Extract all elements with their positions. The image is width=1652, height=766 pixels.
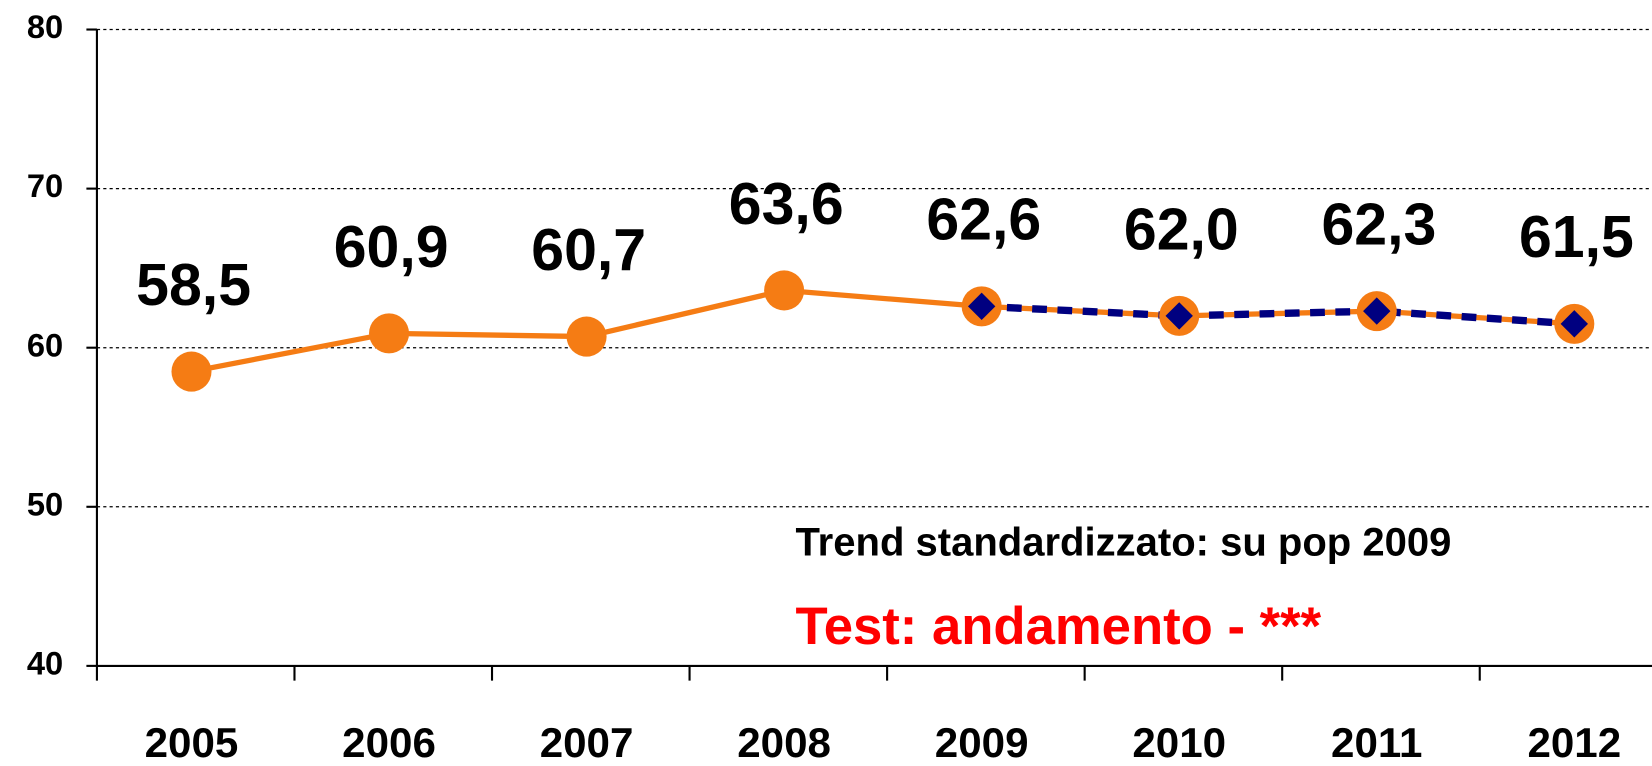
y-tick-label: 60 bbox=[27, 326, 63, 363]
x-tick-label: 2005 bbox=[145, 719, 239, 766]
point bbox=[764, 270, 805, 311]
x-tick-label: 2012 bbox=[1527, 719, 1621, 766]
annotation: Trend standardizzato: su pop 2009 bbox=[795, 520, 1451, 564]
data-label: 62,6 bbox=[926, 187, 1041, 253]
x-tick-label: 2009 bbox=[935, 719, 1029, 766]
annotation: Test: andamento - *** bbox=[795, 597, 1321, 656]
series-line bbox=[981, 302, 1575, 328]
y-tick-label: 80 bbox=[27, 8, 63, 45]
data-label: 63,6 bbox=[729, 171, 844, 237]
data-label: 60,9 bbox=[334, 214, 449, 280]
y-tick-label: 70 bbox=[27, 167, 63, 204]
data-label: 60,7 bbox=[531, 217, 646, 283]
data-label: 61,5 bbox=[1519, 204, 1634, 270]
x-tick-label: 2011 bbox=[1331, 719, 1422, 766]
y-tick-label: 40 bbox=[27, 645, 63, 682]
point bbox=[1560, 310, 1588, 338]
x-tick-label: 2006 bbox=[342, 719, 436, 766]
point bbox=[566, 316, 607, 357]
point bbox=[369, 313, 410, 354]
y-tick-label: 50 bbox=[27, 485, 63, 522]
data-label: 58,5 bbox=[136, 252, 251, 318]
point bbox=[171, 351, 212, 392]
x-tick-label: 2010 bbox=[1132, 719, 1226, 766]
x-tick-label: 2008 bbox=[737, 719, 831, 766]
data-label: 62,0 bbox=[1124, 196, 1239, 262]
x-tick-label: 2007 bbox=[540, 719, 634, 766]
data-label: 62,3 bbox=[1321, 192, 1436, 258]
